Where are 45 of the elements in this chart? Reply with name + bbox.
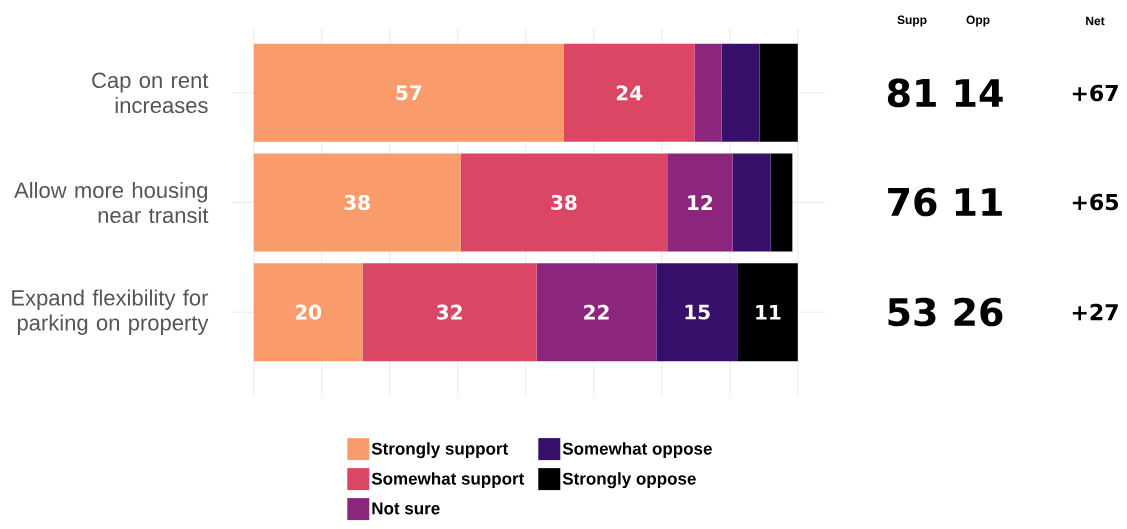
bar	[460, 153, 668, 252]
legend-label: Not sure	[372, 502, 440, 515]
bar	[253, 153, 461, 252]
bar	[737, 263, 798, 362]
text: 53	[888, 297, 936, 327]
bar	[253, 43, 564, 142]
text: 11	[955, 188, 1002, 216]
text: 26	[954, 297, 1003, 327]
text: Net	[1086, 16, 1105, 26]
text: 81	[887, 78, 936, 108]
bar	[721, 43, 760, 142]
bar	[732, 153, 771, 252]
data-label: 57	[396, 85, 422, 101]
legend-label: Strongly support	[371, 442, 509, 459]
text: +65	[1072, 193, 1118, 211]
text: +27	[1072, 303, 1118, 321]
bar	[694, 43, 722, 142]
y-tick-label: Expand flexibility for parking on property	[12, 289, 209, 335]
data-label: 11	[756, 304, 781, 320]
bar	[759, 43, 798, 142]
legend-label: Strongly oppose	[562, 472, 696, 489]
bar	[770, 153, 793, 252]
text: Supp	[897, 15, 927, 27]
data-label: 12	[688, 195, 713, 210]
bar	[667, 153, 733, 252]
data-label: 15	[685, 304, 710, 320]
data-label: 22	[584, 304, 609, 320]
data-label: 32	[437, 304, 462, 320]
text: 14	[955, 79, 1003, 107]
data-label: 38	[344, 194, 370, 211]
bar	[656, 263, 738, 362]
bar	[563, 43, 695, 142]
y-tick-label: Allow more housing near transit	[14, 181, 209, 224]
data-label: 38	[551, 194, 577, 211]
data-label: 20	[295, 304, 322, 320]
legend-label: Somewhat support	[371, 472, 525, 489]
bar	[253, 263, 363, 362]
data-label: 24	[616, 85, 643, 101]
bar	[362, 263, 537, 362]
legend-label: Somewhat oppose	[562, 442, 712, 459]
y-tick-label: Cap on rent increases	[92, 72, 209, 114]
text: 76	[888, 187, 937, 217]
text: +67	[1072, 84, 1118, 102]
bar	[536, 263, 657, 362]
text: Opp	[966, 15, 990, 27]
